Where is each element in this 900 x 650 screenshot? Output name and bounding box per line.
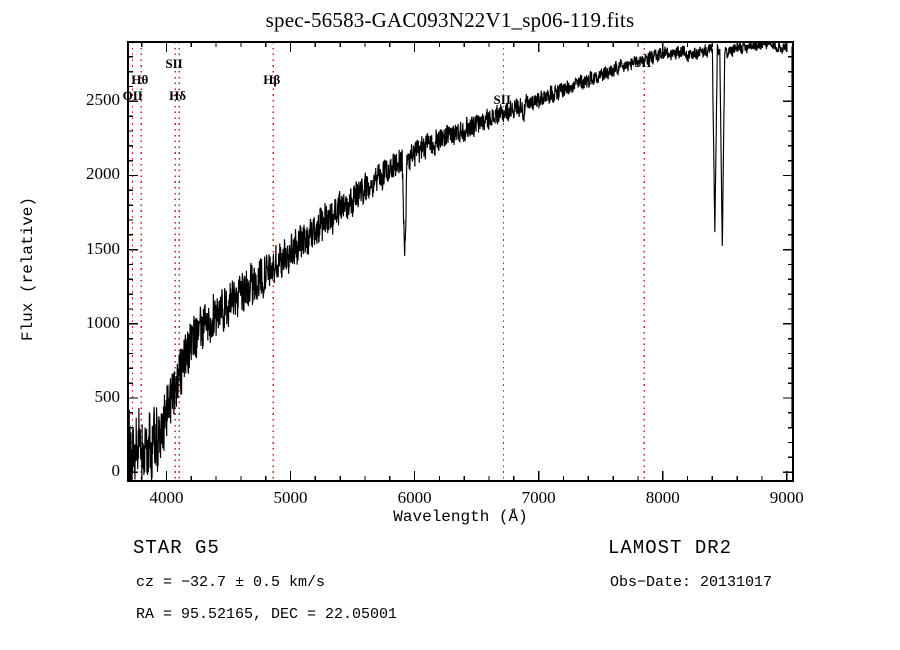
survey-name: LAMOST DR2	[608, 537, 733, 559]
observation-date: Obs−Date: 20131017	[610, 574, 773, 591]
y-tick-label: 1500	[86, 238, 120, 258]
y-tick-label: 1000	[86, 312, 120, 332]
x-tick-label: 4000	[149, 488, 184, 507]
x-tick-label: 5000	[273, 488, 308, 507]
x-tick-label: 7000	[521, 488, 556, 507]
line-label-sii-3: SII	[634, 55, 652, 70]
y-tick-label: 2500	[86, 90, 120, 110]
y-tick-label: 500	[94, 386, 121, 406]
line-label-hdelta: Hδ	[169, 88, 186, 103]
line-label-htheta: Hθ	[131, 72, 149, 87]
object-class: STAR G5	[133, 537, 220, 559]
x-tick-label: 6000	[397, 488, 432, 507]
line-label-sii-2: SII	[493, 92, 511, 107]
y-tick-label: 2000	[86, 164, 120, 184]
line-label-oii: OII	[122, 88, 143, 103]
x-tick-label: 9000	[769, 488, 804, 507]
y-tick-label: 0	[111, 461, 121, 481]
page-title: spec-56583-GAC093N22V1_sp06-119.fits	[265, 8, 635, 32]
line-label-sii-1: SII	[165, 56, 183, 71]
x-axis-label: Wavelength (Å)	[393, 508, 528, 526]
sky-coordinates: RA = 95.52165, DEC = 22.05001	[136, 606, 398, 623]
radial-velocity: cz = −32.7 ± 0.5 km/s	[136, 574, 326, 591]
line-label-hbeta: Hβ	[263, 72, 281, 87]
x-tick-label: 8000	[645, 488, 680, 507]
y-axis-label: Flux (relative)	[19, 196, 37, 342]
